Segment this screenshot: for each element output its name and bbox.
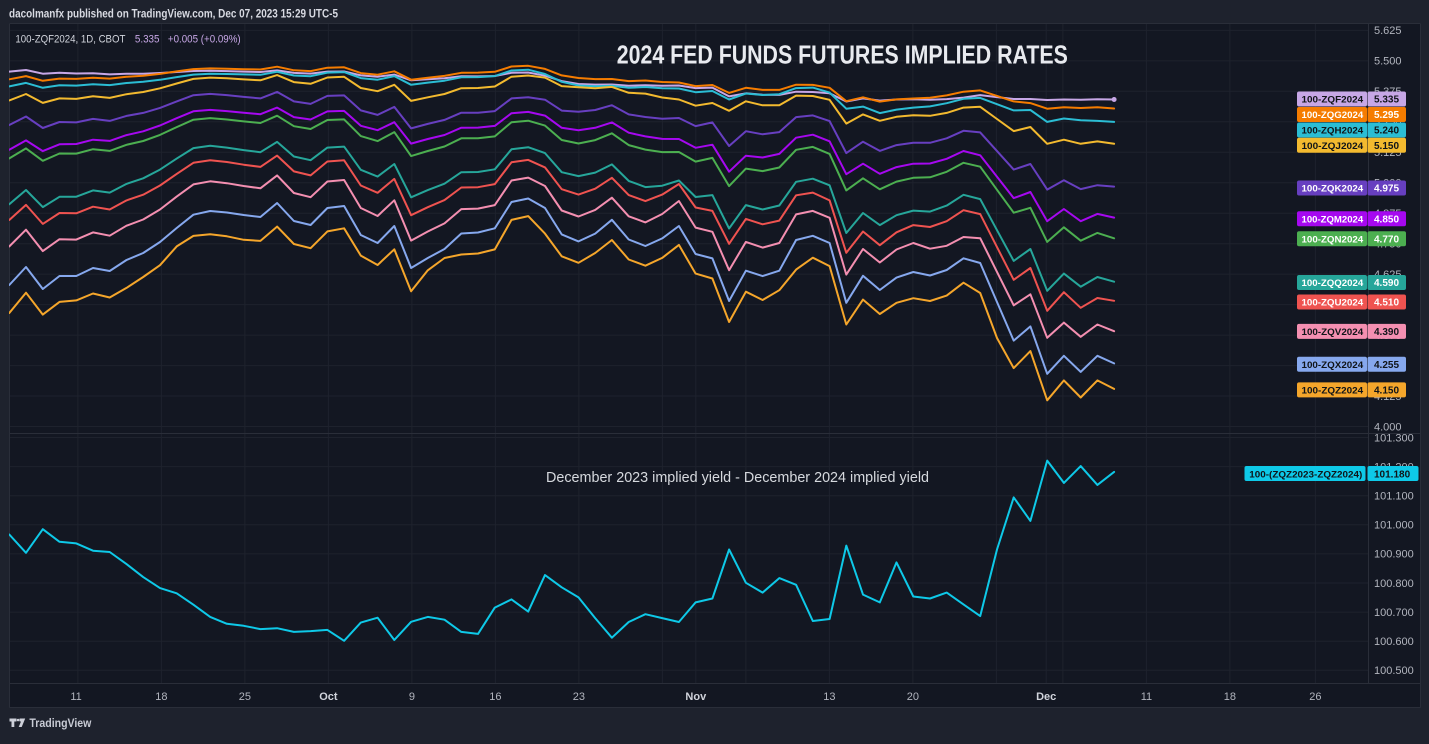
svg-text:5.295: 5.295	[1374, 110, 1399, 121]
svg-text:100-ZQM2024: 100-ZQM2024	[1302, 214, 1364, 225]
svg-text:11: 11	[70, 691, 81, 703]
svg-text:100-ZQZ2024: 100-ZQZ2024	[1302, 386, 1364, 397]
svg-text:26: 26	[1309, 691, 1321, 703]
svg-text:TradingView: TradingView	[29, 718, 91, 730]
svg-text:100-ZQV2024: 100-ZQV2024	[1302, 327, 1364, 338]
svg-text:5.150: 5.150	[1374, 141, 1399, 152]
svg-text:13: 13	[823, 691, 835, 703]
svg-text:4.000: 4.000	[1374, 421, 1402, 433]
svg-text:100-ZQH2024: 100-ZQH2024	[1302, 126, 1364, 137]
svg-text:5.335: 5.335	[1374, 95, 1399, 106]
svg-text:100-ZQG2024: 100-ZQG2024	[1302, 110, 1364, 121]
svg-text:11: 11	[1141, 691, 1152, 703]
svg-text:16: 16	[489, 691, 501, 703]
svg-text:18: 18	[1224, 691, 1236, 703]
svg-text:100-ZQJ2024: 100-ZQJ2024	[1302, 141, 1364, 152]
svg-text:Oct: Oct	[319, 691, 338, 703]
svg-text:100-ZQQ2024: 100-ZQQ2024	[1302, 278, 1364, 289]
svg-text:2024 FED FUNDS FUTURES IMPLIED: 2024 FED FUNDS FUTURES IMPLIED RATES	[617, 40, 1068, 70]
svg-text:100-ZQX2024: 100-ZQX2024	[1302, 360, 1364, 371]
svg-text:December 2023 implied yield -: December 2023 implied yield - December 2…	[546, 469, 929, 486]
svg-text:100.800: 100.800	[1374, 578, 1414, 590]
svg-text:100-ZQK2024: 100-ZQK2024	[1302, 184, 1364, 195]
svg-text:4.150: 4.150	[1374, 386, 1399, 397]
svg-text:100-(ZQZ2023-ZQZ2024): 100-(ZQZ2023-ZQZ2024)	[1249, 469, 1362, 480]
svg-text:101.000: 101.000	[1374, 520, 1414, 532]
svg-text:101.300: 101.300	[1374, 432, 1414, 444]
svg-text:4.975: 4.975	[1374, 184, 1399, 195]
svg-text:5.625: 5.625	[1374, 25, 1402, 37]
svg-text:100-ZQU2024: 100-ZQU2024	[1302, 298, 1364, 309]
svg-text:100.600: 100.600	[1374, 636, 1414, 648]
svg-text:4.850: 4.850	[1374, 214, 1399, 225]
svg-text:4.590: 4.590	[1374, 278, 1399, 289]
svg-text:5.500: 5.500	[1374, 56, 1402, 68]
svg-text:4.390: 4.390	[1374, 327, 1399, 338]
svg-text:100.500: 100.500	[1374, 665, 1414, 677]
svg-text:20: 20	[907, 691, 919, 703]
svg-text:18: 18	[155, 691, 167, 703]
svg-text:100.700: 100.700	[1374, 607, 1414, 619]
svg-text:Nov: Nov	[685, 691, 707, 703]
svg-text:4.255: 4.255	[1374, 360, 1399, 371]
svg-text:9: 9	[409, 691, 415, 703]
svg-text:100-ZQN2024: 100-ZQN2024	[1302, 234, 1364, 245]
svg-text:25: 25	[239, 691, 251, 703]
svg-text:100-ZQF2024: 100-ZQF2024	[1302, 95, 1364, 106]
svg-text:+0.005 (+0.09%): +0.005 (+0.09%)	[168, 33, 241, 45]
svg-text:5.335: 5.335	[135, 33, 160, 45]
svg-text:100.900: 100.900	[1374, 549, 1414, 561]
svg-text:4.510: 4.510	[1374, 298, 1399, 309]
svg-text:100-ZQF2024, 1D, CBOT: 100-ZQF2024, 1D, CBOT	[15, 33, 125, 45]
svg-text:Dec: Dec	[1036, 691, 1056, 703]
svg-text:23: 23	[573, 691, 585, 703]
svg-text:101.180: 101.180	[1374, 469, 1411, 480]
svg-text:4.770: 4.770	[1374, 234, 1399, 245]
svg-text:5.240: 5.240	[1374, 126, 1399, 137]
svg-text:dacolmanfx published on Tradin: dacolmanfx published on TradingView.com,…	[9, 7, 338, 21]
svg-text:101.100: 101.100	[1374, 491, 1414, 503]
